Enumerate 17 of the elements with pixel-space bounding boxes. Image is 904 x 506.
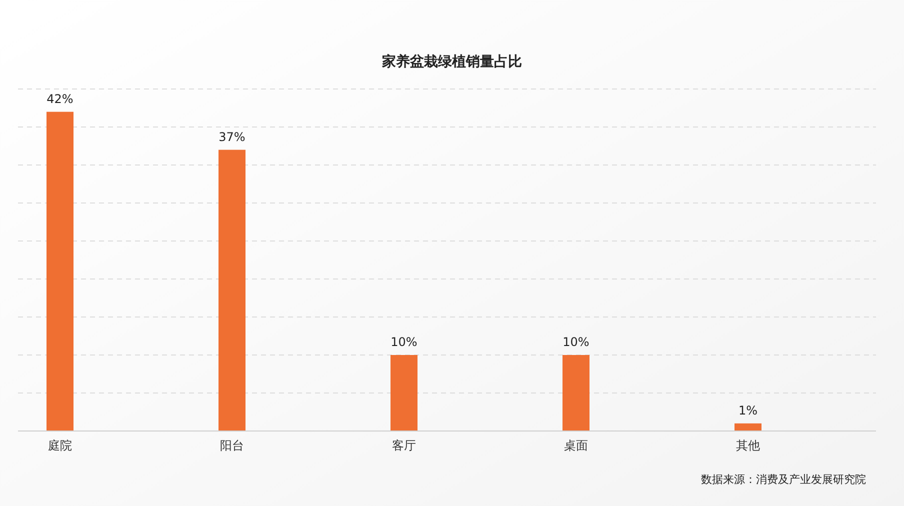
x-tick-label: 桌面: [564, 438, 588, 453]
bar: [390, 355, 418, 431]
chart-title: 家养盆栽绿植销量占比: [381, 53, 522, 70]
data-label: 1%: [738, 403, 758, 418]
source-note: 数据来源：消费及产业发展研究院: [701, 473, 866, 486]
data-label: 10%: [390, 335, 418, 349]
x-tick-label: 客厅: [392, 438, 416, 453]
bar: [734, 423, 762, 431]
data-label: 10%: [562, 335, 590, 349]
bar: [562, 355, 590, 431]
x-tick-label: 阳台: [220, 438, 244, 453]
x-tick-label: 其他: [736, 438, 760, 453]
bar: [218, 150, 246, 431]
bar: [46, 112, 74, 431]
x-tick-label: 庭院: [48, 438, 72, 453]
data-label: 37%: [218, 130, 246, 144]
data-label: 42%: [46, 92, 74, 106]
